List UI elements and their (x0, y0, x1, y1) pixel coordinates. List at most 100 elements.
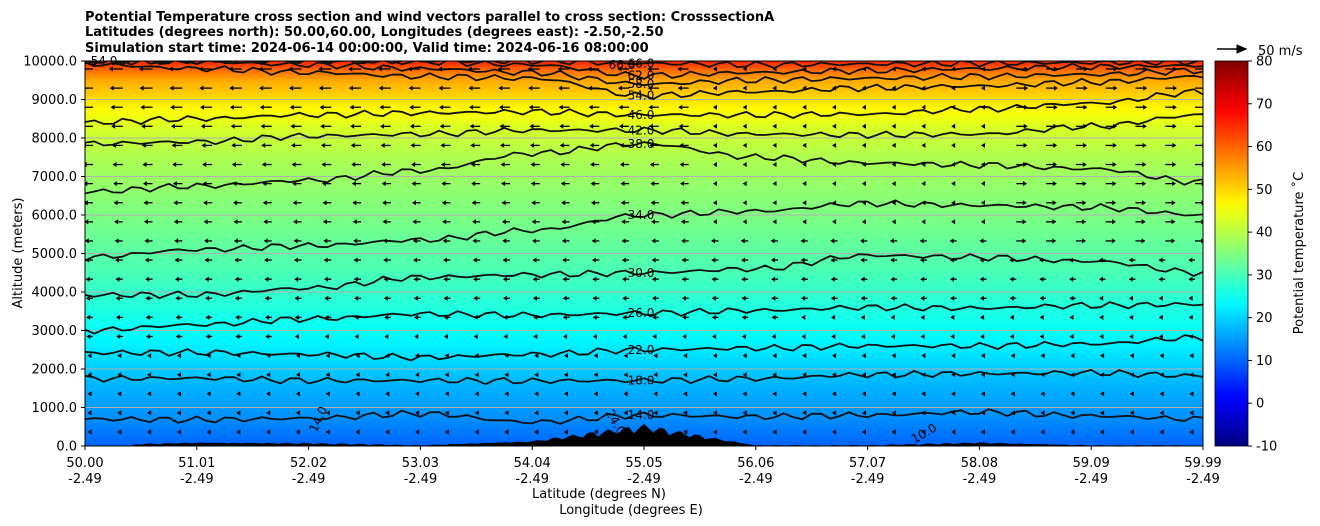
wind-vector (532, 257, 537, 263)
wind-vector (145, 295, 150, 301)
wind-vector (1143, 66, 1148, 72)
wind-vector (564, 353, 568, 359)
colorbar-ticks: -10 0 10 20 30 40 50 60 70 80 (1248, 55, 1277, 455)
wind-vector (438, 66, 442, 72)
wind-vector (713, 66, 717, 72)
wind-vector (169, 85, 174, 91)
wind-vector (1158, 295, 1163, 301)
wind-vector (920, 257, 924, 263)
colorbar-tick-label: 40 (1256, 226, 1273, 241)
wind-vector (1053, 85, 1058, 91)
wind-vector (264, 257, 269, 263)
wind-vector (474, 353, 479, 359)
wind-vector (534, 372, 539, 378)
wind-vector (204, 276, 209, 282)
wind-vector (202, 181, 207, 187)
plot-area: 14.0 18.0 22.0 26.0 30.0 34.0 38.042.046.0 54.0… (84, 54, 1204, 447)
wind-vector (742, 219, 747, 225)
wind-vector (652, 295, 657, 301)
wind-vector (115, 276, 120, 282)
wind-vector (591, 219, 596, 225)
contour-label: 54.0 (628, 89, 655, 103)
wind-vector (206, 353, 211, 359)
wind-vector (772, 162, 777, 167)
wind-vector (382, 200, 387, 206)
wind-vector (588, 85, 593, 91)
wind-vector (471, 181, 476, 187)
wind-vector (920, 334, 925, 339)
x-tick-label-lon: -2.49 (963, 472, 997, 487)
wind-vector (116, 334, 121, 339)
colorbar-tick-label: 10 (1256, 354, 1273, 369)
colorbar-bar (1214, 60, 1249, 447)
wind-vector (1171, 200, 1176, 206)
wind-vector (1159, 372, 1164, 378)
wind-vector (741, 276, 746, 282)
wind-vector (1189, 410, 1194, 416)
wind-vector (414, 334, 419, 339)
wind-vector (296, 429, 300, 435)
wind-vector (951, 85, 956, 91)
wind-vector (1143, 85, 1148, 91)
wind-vector (861, 334, 866, 339)
contour-line-18-0 (85, 368, 1203, 386)
wind-vector (444, 334, 448, 339)
wind-vector (443, 257, 447, 263)
wind-vector (444, 391, 449, 397)
wind-vector (469, 123, 474, 129)
wind-vector (1142, 142, 1147, 148)
wind-vector (502, 276, 507, 282)
wind-vector (530, 162, 535, 167)
wind-vector (921, 181, 926, 187)
wind-vector (1189, 429, 1194, 435)
wind-vector (443, 314, 448, 320)
wind-vector (831, 314, 836, 320)
wind-vector (413, 257, 418, 263)
wind-vector (383, 238, 387, 244)
wind-vector (385, 391, 390, 397)
wind-vector (291, 162, 296, 167)
wind-vector (381, 181, 386, 187)
wind-vector (145, 276, 150, 282)
x-tick-label-lat: 51.01 (178, 456, 215, 471)
wind-vector (442, 238, 447, 244)
wind-vector (802, 391, 807, 397)
wind-vector (620, 200, 625, 206)
x-tick-label-lon: -2.49 (1074, 472, 1108, 487)
wind-vector (498, 85, 503, 91)
wind-vector (503, 295, 508, 301)
wind-vector (472, 257, 477, 263)
wind-vector (294, 276, 299, 282)
wind-vector (981, 142, 985, 148)
colorbar-tick-label: 50 (1256, 183, 1273, 198)
x-tick-label-lat: 57.07 (849, 456, 886, 471)
wind-vector (500, 162, 505, 167)
wind-vector (532, 238, 537, 244)
wind-vector (289, 104, 294, 110)
wind-vector (408, 85, 413, 91)
wind-vector (497, 66, 502, 72)
wind-vector (741, 257, 746, 263)
wind-vector (678, 123, 683, 129)
chart-title-line-2: Latitudes (degrees north): 50.00,60.00, … (85, 25, 664, 40)
wind-vector (711, 238, 715, 244)
wind-vector (772, 391, 777, 397)
wind-vector (1171, 219, 1176, 225)
wind-vector (590, 162, 595, 167)
wind-vector (261, 162, 266, 167)
wind-vector (981, 353, 985, 359)
wind-vector (1188, 314, 1193, 320)
wind-vector (1100, 429, 1105, 435)
wind-vector (1010, 372, 1015, 378)
wind-vector (1099, 314, 1104, 320)
wind-vector (891, 429, 896, 435)
wind-vector (1009, 314, 1014, 320)
wind-vector (1082, 162, 1087, 167)
wind-vector (951, 104, 956, 110)
wind-vector (860, 257, 865, 263)
wind-vector (378, 85, 383, 91)
wind-vector (921, 391, 926, 397)
wind-vector (591, 238, 596, 244)
wind-vector (772, 372, 777, 378)
contour-label: 26.0 (628, 306, 655, 320)
